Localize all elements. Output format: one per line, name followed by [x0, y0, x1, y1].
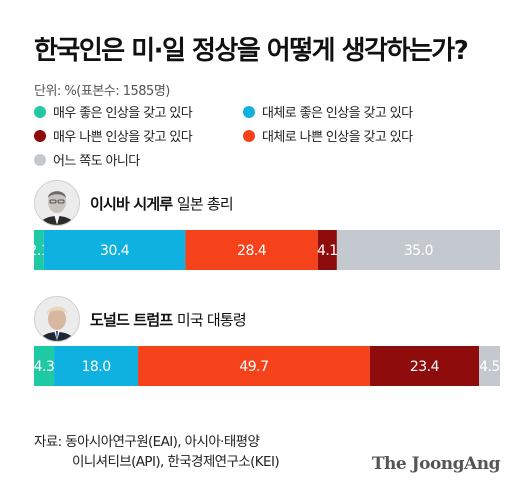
legend-label: 대체로 나쁜 인상을 갖고 있다: [262, 130, 413, 145]
bar-segment-row1-series1: [34, 230, 44, 270]
data-label-row2-series2: 18.0: [81, 359, 110, 375]
data-label-row1-series4: 4.1: [317, 243, 338, 259]
legend-swatch: [243, 105, 255, 118]
legend-label: 어느 쪽도 아니다: [53, 154, 140, 169]
bar-segment-row2-series5: [479, 346, 500, 386]
legend-item-somewhat-good: 대체로 좋은 인상을 갖고 있다: [243, 102, 413, 121]
legend-item-somewhat-bad: 대체로 나쁜 인상을 갖고 있다: [243, 126, 413, 145]
legend-label: 매우 좋은 인상을 갖고 있다: [53, 106, 193, 121]
legend-swatch: [34, 105, 46, 118]
unit-note: 단위: %(표본수: 1585명): [34, 84, 170, 99]
data-label-row2-series1: 4.3: [34, 359, 55, 375]
legend-item-neither: 어느 쪽도 아니다: [34, 150, 140, 169]
legend-swatch: [34, 153, 46, 166]
legend-item-very-good: 매우 좋은 인상을 갖고 있다: [34, 102, 193, 121]
leader-ishiba: 이시바 시게루 일본 총리: [34, 180, 234, 226]
data-label-row1-series2: 30.4: [100, 243, 130, 259]
chart-title: 한국인은 미·일 정상을 어떻게 생각하는가?: [34, 36, 469, 66]
brand-logo: The JoongAng: [371, 454, 501, 474]
bar-segment-row1-series4: [317, 230, 337, 270]
bar-segment-row2-series2: [54, 346, 139, 386]
trump-portrait-icon: [34, 296, 80, 342]
leader-name-trump: 도널드 트럼프 미국 대통령: [90, 310, 247, 329]
data-label-row2-series4: 23.4: [410, 359, 440, 375]
source-note: 자료: 동아시아연구원(EAI), 아시아·태평양 이니셔티브(API), 한국…: [34, 434, 280, 470]
legend-item-very-bad: 매우 나쁜 인상을 갖고 있다: [34, 126, 193, 145]
bar-segment-row1-series5: [336, 230, 500, 270]
leader-name-ishiba: 이시바 시게루 일본 총리: [90, 194, 234, 213]
bar-segment-row1-series3: [185, 230, 318, 270]
legend-label: 매우 나쁜 인상을 갖고 있다: [53, 130, 193, 145]
legend-swatch: [243, 129, 255, 142]
data-label-row1-series3: 28.4: [237, 243, 267, 259]
legend-label: 대체로 좋은 인상을 갖고 있다: [262, 106, 413, 121]
data-label-row2-series3: 49.7: [239, 359, 268, 375]
data-label-row1-series5: 35.0: [404, 243, 433, 259]
bar-segment-row2-series4: [369, 346, 480, 386]
leader-trump: 도널드 트럼프 미국 대통령: [34, 296, 247, 342]
bar-segment-row1-series2: [43, 230, 186, 270]
legend-swatch: [34, 129, 46, 142]
data-label-row2-series5: 4.5: [479, 359, 500, 375]
bar-segment-row2-series3: [138, 346, 370, 386]
ishiba-portrait-icon: [34, 180, 80, 226]
bar-segment-row2-series1: [34, 346, 55, 386]
